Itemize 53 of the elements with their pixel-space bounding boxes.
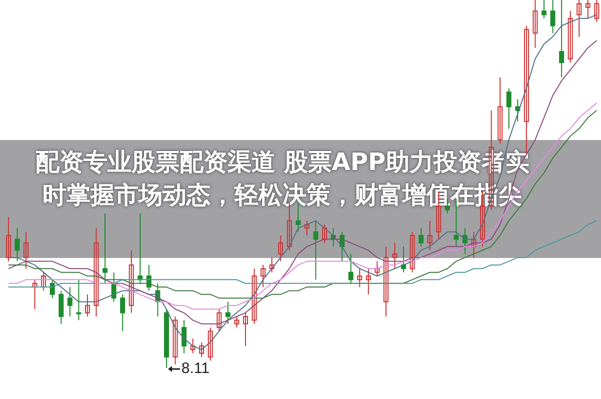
candlestick [471, 231, 476, 258]
candlestick [208, 327, 213, 362]
candlestick [322, 224, 328, 244]
candlestick [366, 268, 371, 295]
candlestick [304, 220, 310, 236]
candlestick [190, 338, 196, 354]
candlestick [50, 279, 55, 299]
candlestick [594, 0, 600, 23]
candlestick [568, 10, 573, 64]
annotation: 8.11 [181, 360, 210, 377]
candlestick [559, 0, 564, 78]
candlestick [383, 246, 388, 317]
candlestick [76, 279, 82, 321]
candlestick [410, 231, 415, 273]
candlestick [243, 312, 248, 346]
candlestick [392, 242, 398, 270]
candlestick [427, 220, 432, 251]
candlestick [313, 220, 318, 280]
candlestick [6, 216, 11, 262]
candlestick [357, 268, 362, 288]
candlestick [94, 228, 99, 317]
candlestick [58, 290, 64, 324]
candlestick [102, 212, 108, 284]
candlestick [234, 316, 240, 328]
candlestick [84, 294, 90, 317]
candlestick [585, 0, 590, 19]
candlestick [374, 260, 380, 276]
candlestick [41, 272, 46, 292]
candlestick [182, 320, 187, 354]
candlestick [498, 76, 503, 144]
candlestick [542, 0, 546, 19]
candlestick [199, 342, 204, 358]
candlestick [418, 228, 424, 248]
candlestick [172, 316, 178, 365]
candlestick [14, 228, 20, 262]
candlestick [252, 268, 257, 324]
candlestick [32, 279, 38, 310]
candlestick [260, 264, 266, 288]
candlestick [278, 235, 284, 262]
candlestick [462, 228, 468, 254]
candlestick [506, 88, 512, 130]
candlestick [515, 98, 520, 122]
candlestick [269, 257, 274, 273]
candlestick [128, 250, 134, 314]
candlestick [576, 0, 582, 38]
candlestick [216, 308, 222, 332]
candlestick [24, 231, 29, 270]
candlestick [225, 301, 230, 324]
candlestick [348, 253, 354, 284]
candlestick [120, 294, 126, 332]
candlestick [550, 0, 556, 34]
candlestick [67, 286, 72, 317]
candlestick [532, 0, 538, 48]
